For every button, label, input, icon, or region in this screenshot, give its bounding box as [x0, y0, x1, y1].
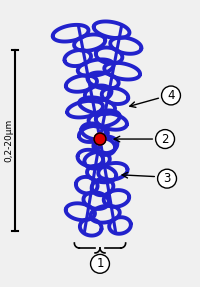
Text: 4: 4 — [167, 89, 175, 102]
Circle shape — [94, 133, 106, 145]
Text: 0,2-20μm: 0,2-20μm — [5, 119, 14, 162]
Text: 2: 2 — [161, 133, 169, 146]
Text: 1: 1 — [96, 257, 104, 270]
Text: 3: 3 — [163, 172, 171, 185]
